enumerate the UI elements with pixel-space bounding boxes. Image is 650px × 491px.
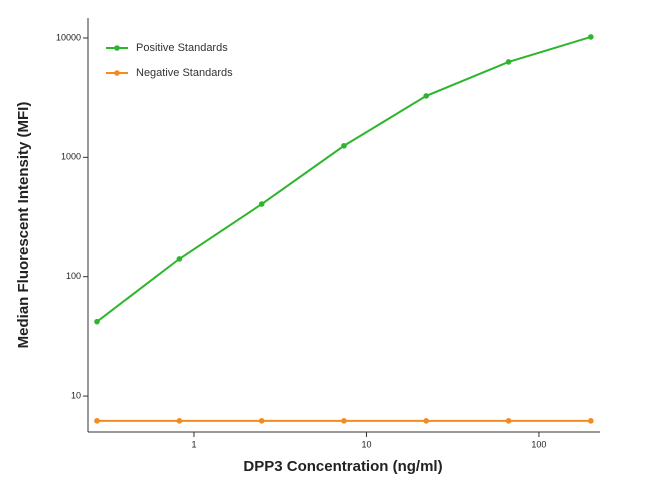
y-tick-label: 100 (66, 271, 81, 281)
legend-marker (114, 45, 120, 51)
data-point (258, 201, 265, 207)
data-point (176, 418, 183, 424)
data-point (258, 418, 265, 424)
y-tick-label: 1000 (61, 152, 81, 162)
data-point (505, 418, 512, 424)
data-point (423, 93, 429, 99)
data-point (94, 318, 100, 325)
data-point (341, 418, 347, 424)
y-tick-label: 10000 (56, 32, 81, 42)
legend-marker (114, 70, 120, 76)
legend-label: Positive Standards (136, 42, 228, 54)
y-tick-label: 10 (71, 390, 81, 400)
x-tick-label: 10 (361, 439, 371, 449)
y-axis-label: Median Fluorescent Intensity (MFI) (15, 102, 32, 349)
legend-label: Negative Standards (136, 67, 233, 79)
data-point (588, 418, 594, 424)
data-point (423, 418, 429, 424)
x-axis-label: DPP3 Concentration (ng/ml) (243, 458, 442, 475)
data-point (341, 142, 347, 149)
data-point (176, 256, 183, 262)
series-line (96, 35, 592, 323)
data-point (94, 418, 100, 424)
data-point (588, 34, 594, 40)
x-tick-label: 1 (191, 439, 196, 449)
x-tick-label: 100 (531, 439, 546, 449)
data-point (505, 59, 512, 65)
